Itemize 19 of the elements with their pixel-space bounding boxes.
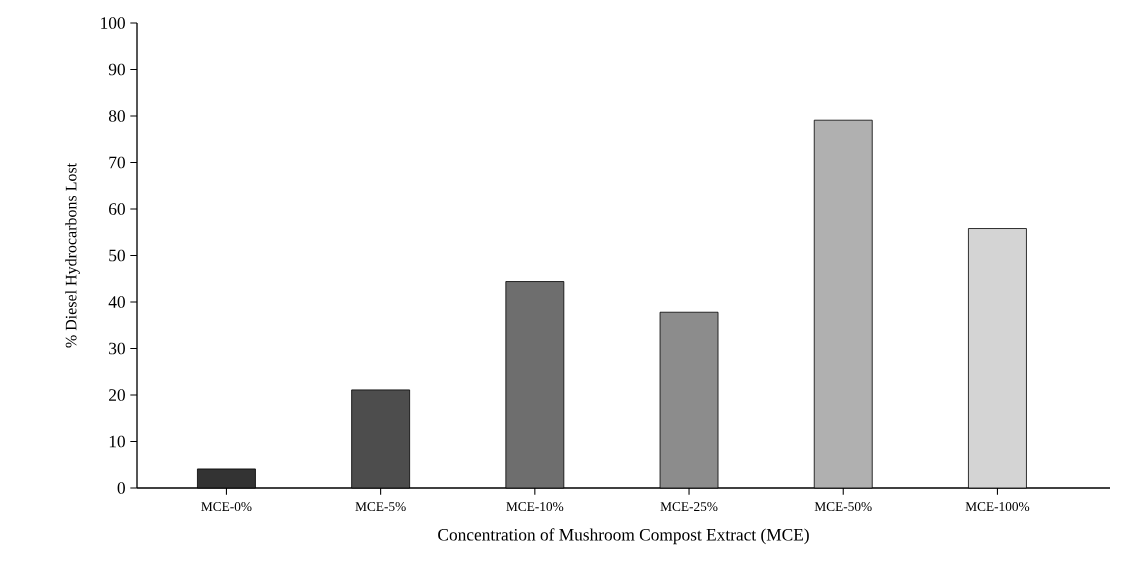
- y-tick-label: 70: [109, 156, 125, 169]
- y-tick-label: 30: [109, 342, 125, 355]
- y-tick-label: 20: [109, 389, 125, 401]
- y-tick-label: 0: [117, 482, 125, 494]
- y-tick-label: 40: [108, 296, 125, 308]
- x-tick-label: MCE-25%: [660, 502, 718, 512]
- y-tick-label: 50: [109, 249, 125, 262]
- x-tick-label: MCE-50%: [814, 502, 872, 512]
- x-axis-title: Concentration of Mushroom Compost Extract (MCE): [438, 528, 809, 545]
- x-tick-label: MCE-5%: [355, 502, 406, 512]
- y-axis-title: % Diesel Hydrocarbons Lost: [65, 162, 80, 348]
- x-tick-label: MCE-100%: [965, 502, 1030, 512]
- y-tick-label: 90: [108, 63, 125, 76]
- y-tick-label: 100: [101, 17, 125, 29]
- x-tick-label: MCE-10%: [506, 502, 564, 512]
- y-tick-label: 10: [109, 435, 125, 448]
- y-tick-label: 60: [109, 203, 125, 215]
- x-tick-label: MCE-0%: [201, 502, 252, 512]
- y-tick-label: 80: [108, 110, 125, 122]
